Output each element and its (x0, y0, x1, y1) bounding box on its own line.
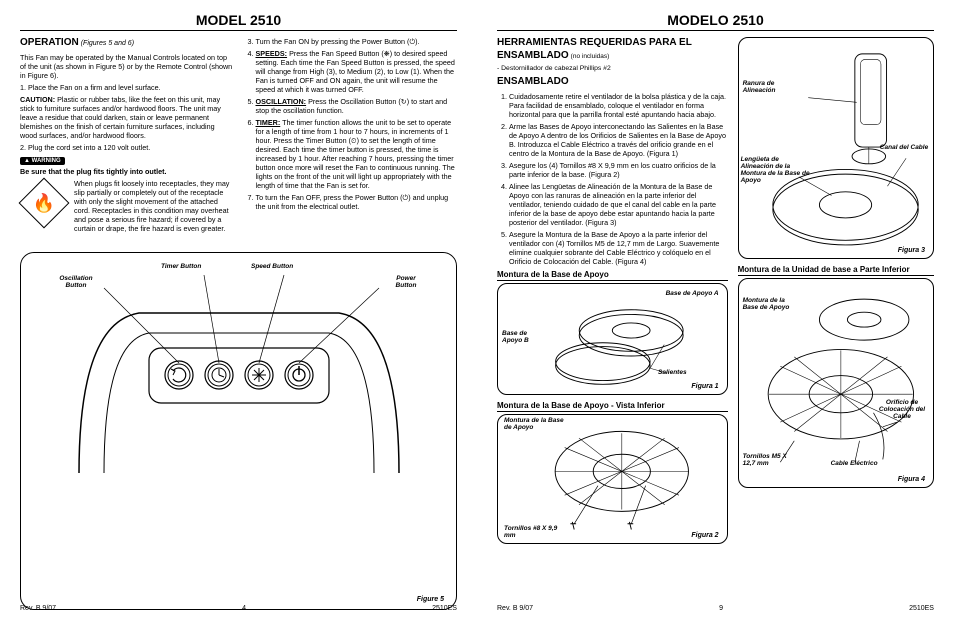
text-col-es: HERRAMIENTAS REQUERIDAS PARA EL ENSAMBLA… (497, 37, 728, 550)
asm-step-1: Cuidadosamente retire el ventilador de l… (509, 92, 728, 119)
figure-4: Montura de la Base de Apoyo Tornillos M5… (738, 278, 934, 488)
asm-step-4: Alinee las Lengüetas de Alineación de la… (509, 182, 728, 227)
tools-note: (no incluidas) (571, 53, 610, 60)
fig1-title: Montura de la Base de Apoyo (497, 270, 728, 281)
callout-timer: Timer Button (161, 263, 201, 270)
asm-step-3: Asegure los (4) Tornillos #8 X 9,9 mm en… (509, 161, 728, 179)
caution-block: CAUTION: Plastic or rubber tabs, like th… (20, 95, 234, 140)
fig2-diagram (502, 419, 723, 539)
fig2-screws: Tornillos #8 X 9,9 mm (504, 525, 564, 539)
fig3-label: Figura 3 (898, 247, 925, 254)
step-7: To turn the Fan OFF, press the Power But… (256, 193, 458, 211)
operation-ref: (Figures 5 and 6) (81, 40, 134, 47)
fig1-baseB: Base de Apoyo B (502, 330, 538, 344)
callout-power: Power Button (386, 275, 426, 289)
footer-page-es: 9 (719, 605, 723, 612)
footer-left: Rev. B 9/07 4 2510ES (20, 605, 457, 612)
fig4-screws: Tornillos M5 X 12,7 mm (743, 453, 798, 467)
footer-rev: Rev. B 9/07 (20, 605, 56, 612)
step-1: 1. Place the Fan on a firm and level sur… (20, 83, 234, 92)
figure-5: Oscillation Button Timer Button Speed Bu… (20, 252, 457, 611)
speeds-label: SPEEDS: (256, 49, 288, 58)
tools-heading: HERRAMIENTAS REQUERIDAS PARA EL ENSAMBLA… (497, 37, 728, 62)
tools-item: - Destornillador de cabezal Phillips #2 (497, 65, 728, 73)
caution-label: CAUTION: (20, 95, 55, 104)
asm-head: ENSAMBLADO (497, 76, 569, 87)
fig3-lengueta: Lengüeta de Alineación de la Montura de … (741, 156, 811, 185)
callout-oscillation: Oscillation Button (51, 275, 101, 289)
operation-head-text: OPERATION (20, 37, 79, 48)
step-2: 2. Plug the cord set into a 120 volt out… (20, 143, 234, 152)
timer-text: The timer function allows the unit to be… (256, 118, 455, 190)
fig1-label: Figura 1 (691, 383, 718, 390)
page-title: MODEL 2510 (20, 12, 457, 31)
asm-step-2: Arme las Bases de Apoyo interconectando … (509, 122, 728, 158)
warning-tag: WARNING (20, 157, 65, 165)
page-title-es: MODELO 2510 (497, 12, 934, 31)
figure-5-label: Figure 5 (417, 596, 444, 603)
fig3-ranura: Ranura de Alineación (743, 80, 793, 94)
fig4-title: Montura de la Unidad de base a Parte Inf… (738, 265, 934, 276)
warning-block: 🔥 When plugs fit loosely into receptacle… (20, 179, 234, 236)
page-left: MODEL 2510 OPERATION (Figures 5 and 6) T… (0, 0, 477, 618)
col-left: OPERATION (Figures 5 and 6) This Fan may… (20, 37, 234, 236)
figs-col-es: Ranura de Alineación Lengüeta de Alineac… (738, 37, 934, 550)
figure-3: Ranura de Alineación Lengüeta de Alineac… (738, 37, 934, 259)
callout-speed: Speed Button (251, 263, 293, 270)
col-right: Turn the Fan ON by pressing the Power Bu… (244, 37, 458, 236)
step-6: TIMER: The timer function allows the uni… (256, 118, 458, 190)
fire-hazard-icon: 🔥 (19, 177, 70, 228)
step-4: SPEEDS: Press the Fan Speed Button (❋) t… (256, 49, 458, 94)
warning-bold: Be sure that the plug fits tightly into … (20, 167, 234, 176)
footer-page: 4 (242, 605, 246, 612)
intro-text: This Fan may be operated by the Manual C… (20, 53, 234, 80)
fig1-salientes: Salientes (658, 369, 687, 376)
asm-step-5: Asegure la Montura de la Base de Apoyo a… (509, 230, 728, 266)
steps-list: Turn the Fan ON by pressing the Power Bu… (244, 37, 458, 211)
step-3: Turn the Fan ON by pressing the Power Bu… (256, 37, 458, 46)
figure-1: Base de Apoyo A Base de Apoyo B Saliente… (497, 283, 728, 395)
fig4-cable: Cable Eléctrico (827, 460, 882, 467)
operation-heading: OPERATION (Figures 5 and 6) (20, 37, 234, 50)
footer-right: Rev. B 9/07 9 2510ES (497, 605, 934, 612)
footer-code-es: 2510ES (909, 605, 934, 612)
page-right: MODELO 2510 HERRAMIENTAS REQUERIDAS PARA… (477, 0, 954, 618)
footer-rev-es: Rev. B 9/07 (497, 605, 533, 612)
osc-label: OSCILLATION: (256, 97, 307, 106)
warning-body: When plugs fit loosely into receptacles,… (74, 179, 234, 233)
asm-steps: Cuidadosamente retire el ventilador de l… (497, 92, 728, 266)
content-columns: OPERATION (Figures 5 and 6) This Fan may… (20, 37, 457, 236)
fig4-orificio: Orificio de Colocación del Cable (873, 399, 931, 420)
control-panel-diagram (49, 263, 429, 473)
timer-label: TIMER: (256, 118, 281, 127)
fig2-mount: Montura de la Base de Apoyo (504, 417, 564, 431)
figure-2: Montura de la Base de Apoyo Tornillos #8… (497, 414, 728, 544)
footer-code: 2510ES (432, 605, 457, 612)
content-columns-es: HERRAMIENTAS REQUERIDAS PARA EL ENSAMBLA… (497, 37, 934, 550)
fig2-title: Montura de la Base de Apoyo - Vista Infe… (497, 401, 728, 412)
fig1-baseA: Base de Apoyo A (666, 290, 719, 297)
fig3-canal: Canal del Cable (879, 144, 929, 151)
step-5: OSCILLATION: Press the Oscillation Butto… (256, 97, 458, 115)
fig4-mount: Montura de la Base de Apoyo (743, 297, 798, 311)
fig4-label: Figura 4 (898, 476, 925, 483)
fig2-label: Figura 2 (691, 532, 718, 539)
